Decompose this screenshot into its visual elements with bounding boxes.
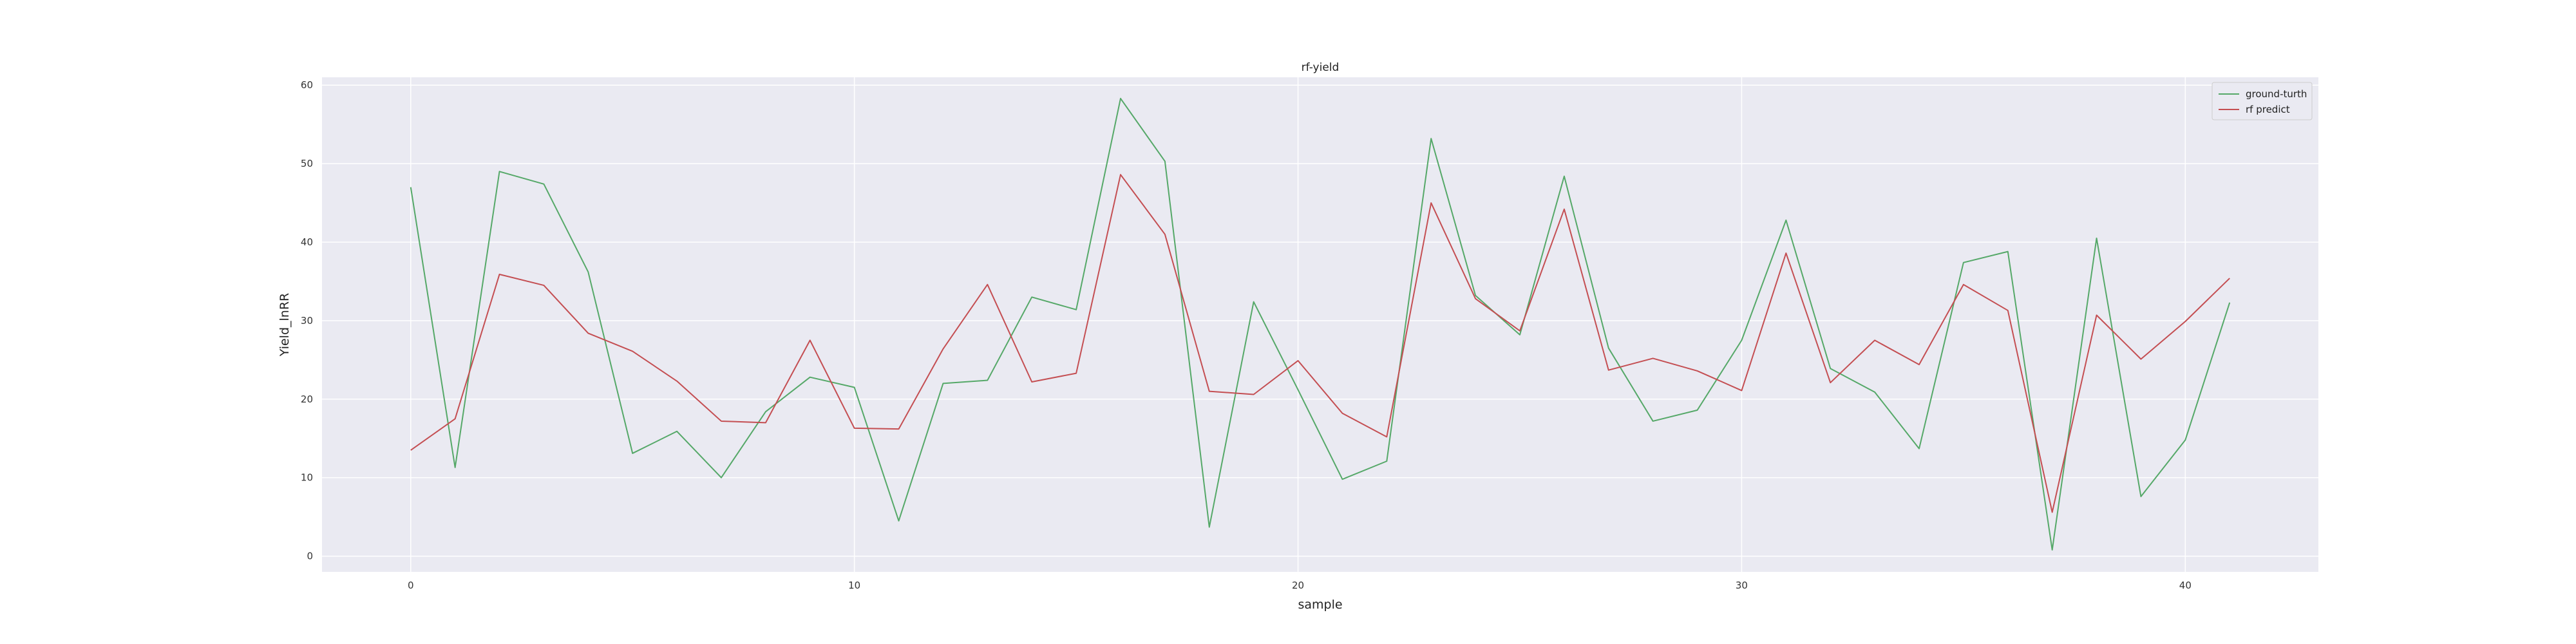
plot-area [322, 77, 2318, 572]
y-tick-label: 0 [307, 551, 313, 562]
x-tick-labels: 0 10 20 30 40 [408, 580, 2192, 591]
x-tick-label: 0 [408, 580, 414, 591]
series-lines [410, 97, 2231, 551]
x-tick-label: 30 [1736, 580, 1748, 591]
x-axis-label: sample [1298, 598, 1342, 612]
x-tick-label: 40 [2179, 580, 2192, 591]
grid-lines [322, 77, 2318, 572]
series-line-rf-predict [410, 174, 2230, 513]
legend-label: rf predict [2246, 104, 2290, 115]
x-tick-label: 20 [1292, 580, 1304, 591]
x-tick-label: 10 [848, 580, 860, 591]
y-axis-label: Yield_lnRR [278, 293, 292, 357]
y-tick-label: 60 [301, 79, 313, 91]
y-tick-label: 30 [301, 315, 313, 327]
y-tick-label: 20 [301, 393, 313, 405]
legend-label: ground-turth [2246, 88, 2307, 100]
y-tick-labels: 0 10 20 30 40 50 60 [301, 79, 313, 562]
y-tick-label: 50 [301, 158, 313, 169]
chart-title: rf-yield [1302, 61, 1340, 74]
series-line-ground-turth [410, 97, 2231, 551]
y-tick-label: 40 [301, 236, 313, 248]
y-tick-label: 10 [301, 472, 313, 484]
legend-box [2211, 82, 2313, 120]
legend: ground-turth rf predict [2211, 82, 2313, 120]
